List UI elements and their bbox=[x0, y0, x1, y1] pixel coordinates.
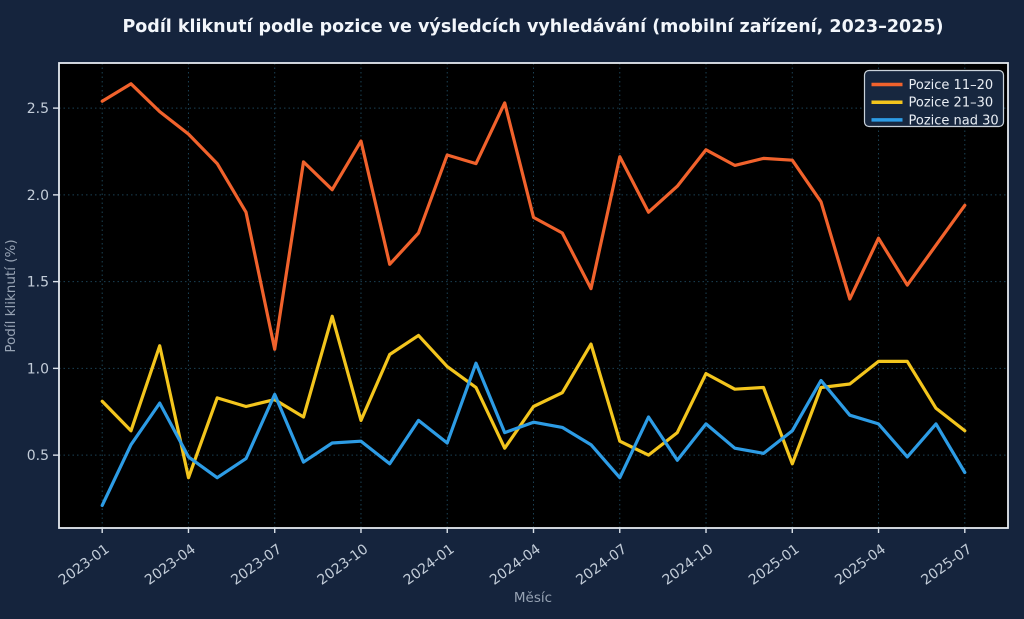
legend-entry-label: Pozice 11–20 bbox=[909, 78, 994, 93]
y-tick-label: 2.0 bbox=[27, 188, 49, 204]
y-tick-label: 2.5 bbox=[27, 101, 49, 117]
legend-entry-label: Pozice nad 30 bbox=[909, 113, 999, 128]
series-line-pozice-nad-30 bbox=[100, 361, 967, 507]
series-line-pozice-21–30 bbox=[100, 314, 967, 480]
y-axis-label: Podíl kliknutí (%) bbox=[3, 239, 19, 352]
x-axis-label: Měsíc bbox=[514, 590, 552, 606]
plot-area bbox=[59, 63, 1008, 528]
y-tick-label: 1.5 bbox=[27, 275, 49, 291]
y-axis-ticks: 0.5 1.0 1.5 2.0 2.5 bbox=[27, 101, 59, 464]
y-tick-label: 0.5 bbox=[27, 448, 49, 464]
legend-entry-label: Pozice 21–30 bbox=[909, 96, 994, 111]
data-series bbox=[100, 82, 967, 507]
series-line-pozice-11–20 bbox=[100, 82, 967, 351]
legend: Pozice 11–20 Pozice 21–30 Pozice nad 30 bbox=[863, 69, 1005, 128]
chart-title: Podíl kliknutí podle pozice ve výsledcíc… bbox=[122, 17, 943, 37]
y-tick-label: 1.0 bbox=[27, 361, 49, 377]
